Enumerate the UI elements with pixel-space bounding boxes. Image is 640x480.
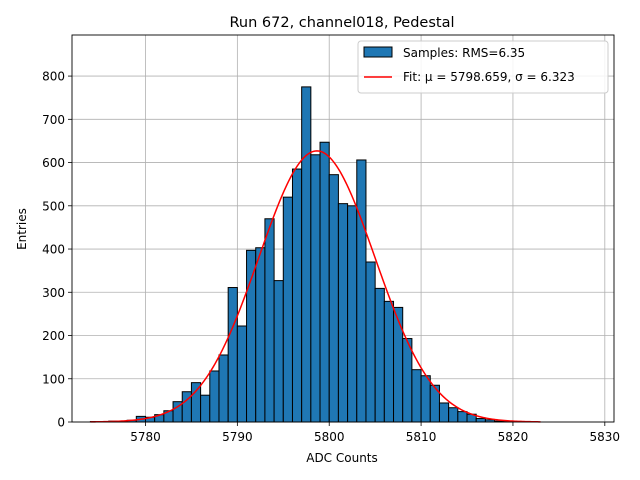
histogram-bar: [402, 338, 413, 423]
histogram-bar: [246, 249, 257, 423]
histogram-bar: [393, 306, 404, 423]
histogram-bar: [365, 261, 376, 423]
histogram-bar: [383, 300, 395, 423]
histogram-bar: [347, 205, 358, 423]
x-tick-label: 5810: [406, 430, 437, 444]
y-tick-label: 700: [42, 113, 65, 127]
histogram-bar: [255, 247, 266, 423]
grid: [72, 35, 614, 423]
x-tick-label: 5780: [130, 430, 161, 444]
y-tick-label: 600: [42, 156, 65, 170]
y-tick-label: 500: [42, 199, 65, 213]
histogram-bar: [420, 375, 431, 423]
histogram-bar: [273, 280, 284, 423]
x-tick-label: 5830: [590, 430, 621, 444]
legend-fit-label: Fit: μ = 5798.659, σ = 6.323: [403, 70, 575, 84]
histogram-bar: [301, 86, 312, 423]
histogram-bar: [328, 174, 339, 423]
histogram-bar: [337, 203, 349, 423]
histogram-bars: [89, 86, 514, 423]
legend-samples-swatch: [363, 46, 393, 58]
x-tick-label: 5820: [498, 430, 529, 444]
histogram-bar: [319, 141, 330, 423]
y-axis-ticks: 0 100 200 300 400 500 600 700 800: [42, 70, 72, 430]
histogram-bar: [475, 418, 486, 423]
legend-frame: [357, 40, 609, 94]
y-tick-label: 300: [42, 286, 65, 300]
histogram-bar: [236, 325, 248, 423]
y-tick-label: 800: [42, 70, 65, 84]
y-tick-label: 0: [57, 416, 65, 430]
histogram-bar: [200, 394, 211, 423]
histogram-bar: [190, 382, 202, 423]
legend: Samples: RMS=6.35 Fit: μ = 5798.659, σ =…: [357, 40, 609, 94]
gaussian-fit-line: [90, 150, 541, 423]
y-tick-label: 400: [42, 243, 65, 257]
histogram-bar: [227, 287, 238, 423]
histogram-bar: [438, 402, 450, 423]
chart-title: Run 672, channel018, Pedestal: [229, 15, 454, 31]
plot-area-frame: [71, 34, 615, 423]
histogram-bar: [264, 218, 275, 423]
x-tick-label: 5790: [222, 430, 253, 444]
x-tick-label: 5800: [314, 430, 345, 444]
x-axis-label: ADC Counts: [306, 451, 378, 465]
histogram-bar: [374, 287, 385, 423]
legend-samples-label: Samples: RMS=6.35: [403, 46, 525, 60]
y-tick-label: 100: [42, 372, 65, 386]
histogram-bar: [209, 370, 220, 423]
histogram-bar: [457, 411, 468, 423]
histogram-bar: [291, 168, 303, 423]
histogram-bar: [218, 354, 229, 423]
histogram-bar: [448, 407, 459, 423]
y-axis-label: Entries: [15, 208, 29, 250]
histogram-bar: [356, 159, 367, 423]
x-axis-ticks: 5780 5790 5800 5810 5820 5830: [130, 422, 620, 444]
y-tick-label: 200: [42, 329, 65, 343]
histogram-bar: [411, 369, 422, 423]
histogram-bar: [282, 196, 293, 423]
histogram-bar: [310, 154, 321, 423]
